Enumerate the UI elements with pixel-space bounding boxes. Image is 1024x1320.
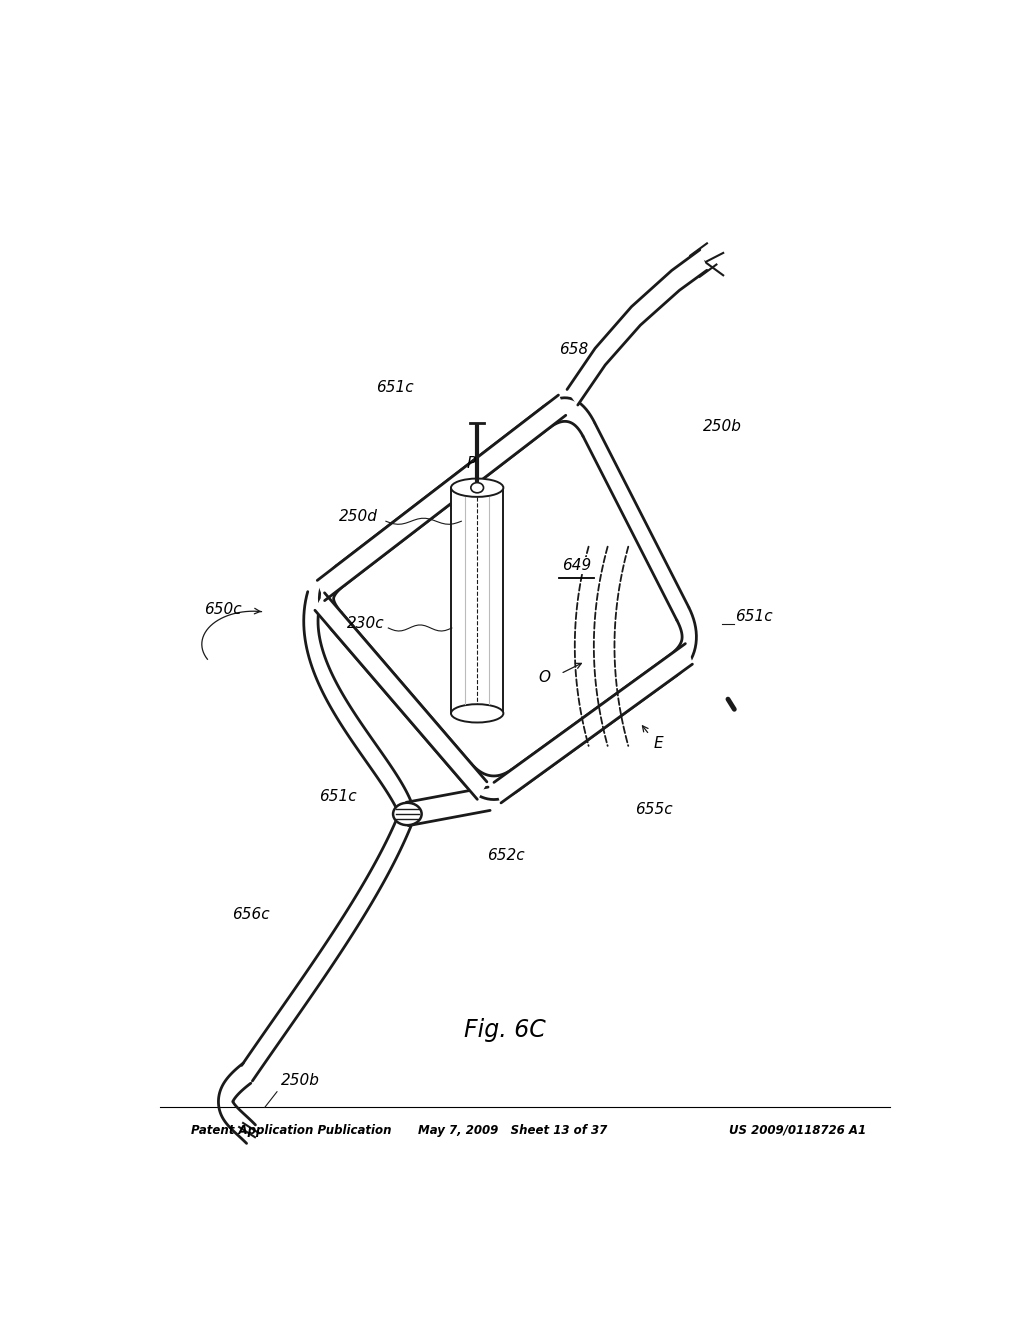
- Text: 655c: 655c: [635, 803, 672, 817]
- Text: 250b: 250b: [282, 1073, 321, 1089]
- Polygon shape: [583, 424, 689, 620]
- Text: Patent Application Publication: Patent Application Publication: [191, 1125, 392, 1137]
- Polygon shape: [670, 607, 696, 676]
- Text: E: E: [653, 737, 663, 751]
- Polygon shape: [567, 249, 707, 405]
- Text: 652c: 652c: [487, 847, 524, 863]
- Polygon shape: [332, 612, 472, 781]
- Text: US 2009/0118726 A1: US 2009/0118726 A1: [729, 1125, 866, 1137]
- Polygon shape: [494, 644, 692, 803]
- Polygon shape: [315, 593, 486, 800]
- Text: 250d: 250d: [339, 510, 378, 524]
- Polygon shape: [337, 407, 550, 586]
- Text: 651c: 651c: [318, 789, 356, 804]
- Polygon shape: [543, 397, 595, 437]
- Text: 650c: 650c: [205, 602, 242, 616]
- Polygon shape: [218, 1063, 255, 1143]
- Polygon shape: [319, 566, 344, 630]
- Polygon shape: [317, 395, 566, 601]
- Text: 230c: 230c: [347, 616, 385, 631]
- Text: 656c: 656c: [232, 907, 269, 921]
- Text: 649: 649: [562, 558, 591, 573]
- Polygon shape: [462, 764, 519, 800]
- Text: 658: 658: [559, 342, 589, 356]
- Ellipse shape: [451, 704, 504, 722]
- Ellipse shape: [471, 483, 483, 492]
- Text: 250b: 250b: [703, 418, 742, 434]
- Polygon shape: [512, 655, 677, 789]
- Bar: [451, 487, 504, 713]
- Text: Fig. 6C: Fig. 6C: [464, 1019, 546, 1043]
- Text: P: P: [466, 457, 475, 471]
- Text: 651c: 651c: [376, 380, 414, 395]
- Text: 651c: 651c: [735, 609, 773, 624]
- Polygon shape: [242, 809, 414, 1081]
- Polygon shape: [407, 787, 490, 825]
- Text: May 7, 2009   Sheet 13 of 37: May 7, 2009 Sheet 13 of 37: [418, 1125, 607, 1137]
- Text: O: O: [539, 669, 551, 685]
- Ellipse shape: [451, 479, 504, 496]
- Ellipse shape: [393, 803, 422, 825]
- Polygon shape: [304, 591, 414, 818]
